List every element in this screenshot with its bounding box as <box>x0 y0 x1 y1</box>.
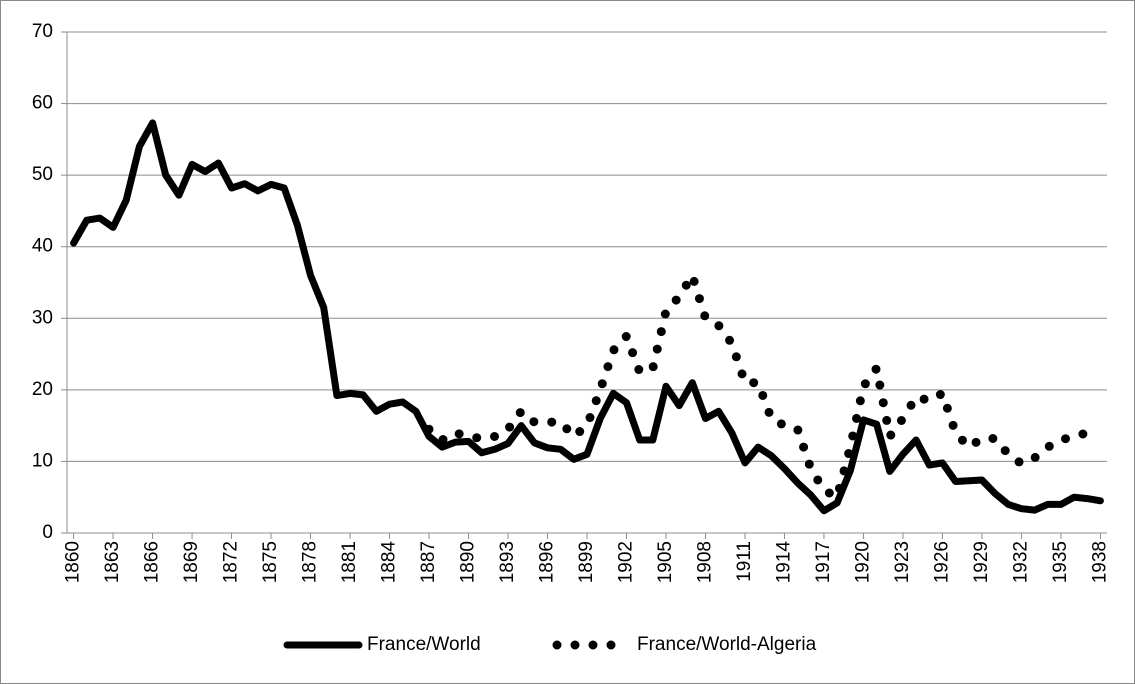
y-tick-label: 30 <box>32 307 53 328</box>
x-tick-label: 1893 <box>497 541 518 583</box>
x-tick-label: 1914 <box>773 541 794 584</box>
x-tick-label: 1923 <box>892 541 913 583</box>
x-tick-label: 1875 <box>260 541 281 583</box>
x-tick-label: 1869 <box>181 541 202 583</box>
x-tick-label: 1866 <box>142 541 163 583</box>
x-tick-label: 1860 <box>63 541 84 583</box>
x-tick-label: 1872 <box>221 541 242 583</box>
x-tick-label: 1902 <box>616 541 637 583</box>
x-tick-label: 1905 <box>655 541 676 583</box>
series-line <box>70 119 1104 515</box>
x-tick-label: 1926 <box>931 541 952 583</box>
x-tick-label: 1917 <box>813 541 834 583</box>
y-tick-label: 10 <box>32 450 53 471</box>
legend-label: France/World-Algeria <box>637 634 817 655</box>
x-tick-label: 1908 <box>694 541 715 583</box>
x-tick-label: 1881 <box>339 541 360 583</box>
legend-label: France/World <box>367 634 481 655</box>
y-tick-label: 50 <box>32 164 53 185</box>
x-tick-label: 1863 <box>102 541 123 583</box>
y-tick-label: 0 <box>42 522 53 543</box>
x-tick-label: 1896 <box>537 541 558 583</box>
x-tick-label: 1911 <box>734 541 755 582</box>
x-tick-label: 1890 <box>458 541 479 583</box>
x-tick-label: 1878 <box>300 541 321 583</box>
x-tick-label: 1920 <box>852 541 873 583</box>
x-tick-label: 1938 <box>1089 541 1110 583</box>
y-tick-label: 70 <box>32 21 53 42</box>
x-tick-label: 1884 <box>379 541 400 584</box>
x-tick-label: 1932 <box>1010 541 1031 583</box>
y-tick-label: 20 <box>32 379 53 400</box>
y-tick-label: 40 <box>32 236 53 257</box>
x-tick-label: 1887 <box>418 541 439 583</box>
y-tick-label: 60 <box>32 93 53 114</box>
series-line <box>424 270 1092 502</box>
x-tick-label: 1899 <box>576 541 597 583</box>
x-tick-label: 1935 <box>1050 541 1071 583</box>
x-tick-label: 1929 <box>971 541 992 583</box>
